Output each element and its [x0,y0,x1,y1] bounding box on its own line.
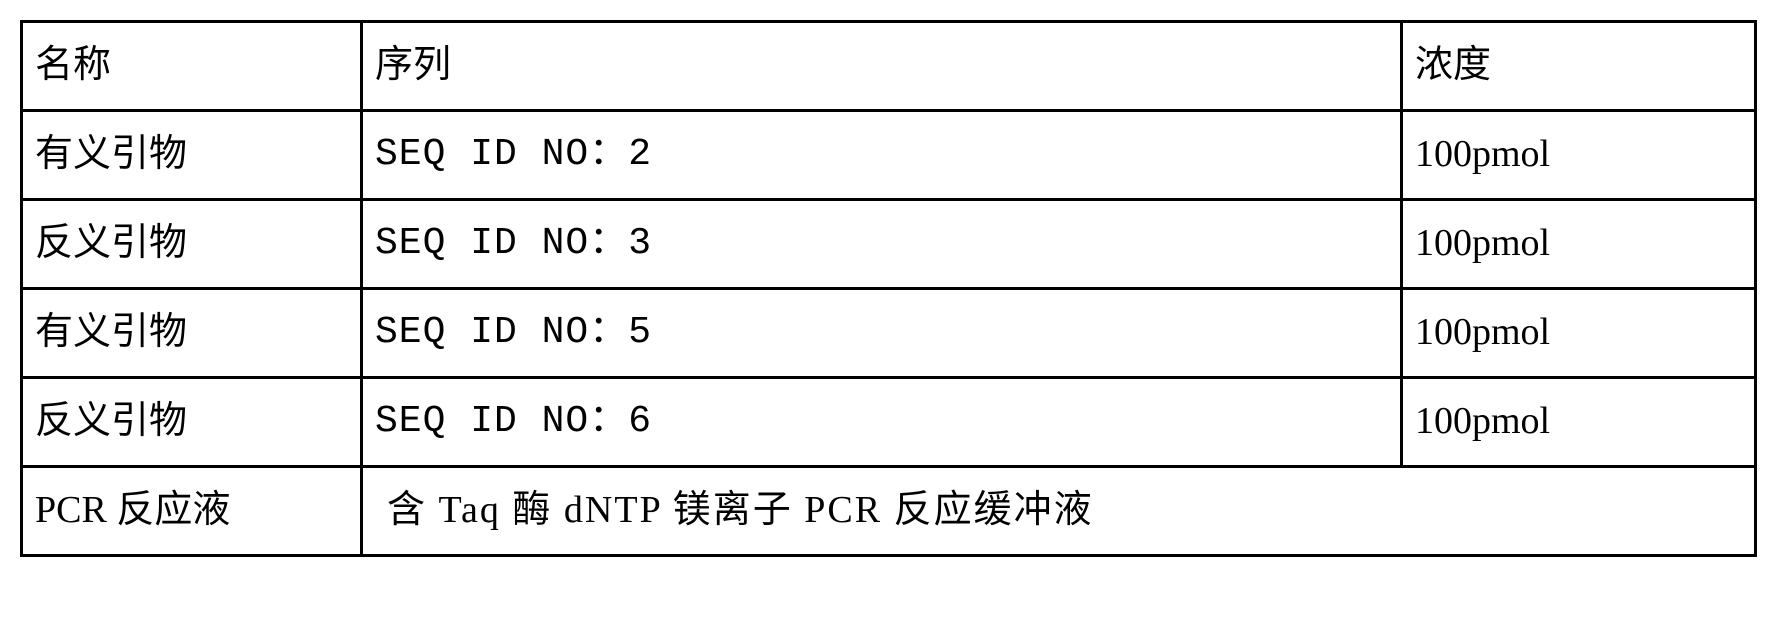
cell-seq: SEQ ID NO：3 [362,200,1402,289]
header-seq: 序列 [362,22,1402,111]
cell-name: 有义引物 [22,111,362,200]
table-row: 有义引物 SEQ ID NO：5 100pmol [22,289,1756,378]
table-header-row: 名称 序列 浓度 [22,22,1756,111]
cell-name: 反义引物 [22,200,362,289]
table-footer-row: PCR 反应液 含 Taq 酶 dNTP 镁离子 PCR 反应缓冲液 [22,467,1756,556]
header-name: 名称 [22,22,362,111]
cell-name: 有义引物 [22,289,362,378]
table-row: 反义引物 SEQ ID NO：3 100pmol [22,200,1756,289]
cell-conc: 100pmol [1402,200,1756,289]
pcr-table: 名称 序列 浓度 有义引物 SEQ ID NO：2 100pmol 反义引物 S… [20,20,1757,557]
cell-seq: SEQ ID NO：2 [362,111,1402,200]
footer-content: 含 Taq 酶 dNTP 镁离子 PCR 反应缓冲液 [362,467,1756,556]
header-conc: 浓度 [1402,22,1756,111]
cell-seq: SEQ ID NO：5 [362,289,1402,378]
cell-conc: 100pmol [1402,378,1756,467]
table-row: 反义引物 SEQ ID NO：6 100pmol [22,378,1756,467]
cell-conc: 100pmol [1402,111,1756,200]
cell-seq: SEQ ID NO：6 [362,378,1402,467]
footer-name: PCR 反应液 [22,467,362,556]
cell-conc: 100pmol [1402,289,1756,378]
cell-name: 反义引物 [22,378,362,467]
table-row: 有义引物 SEQ ID NO：2 100pmol [22,111,1756,200]
